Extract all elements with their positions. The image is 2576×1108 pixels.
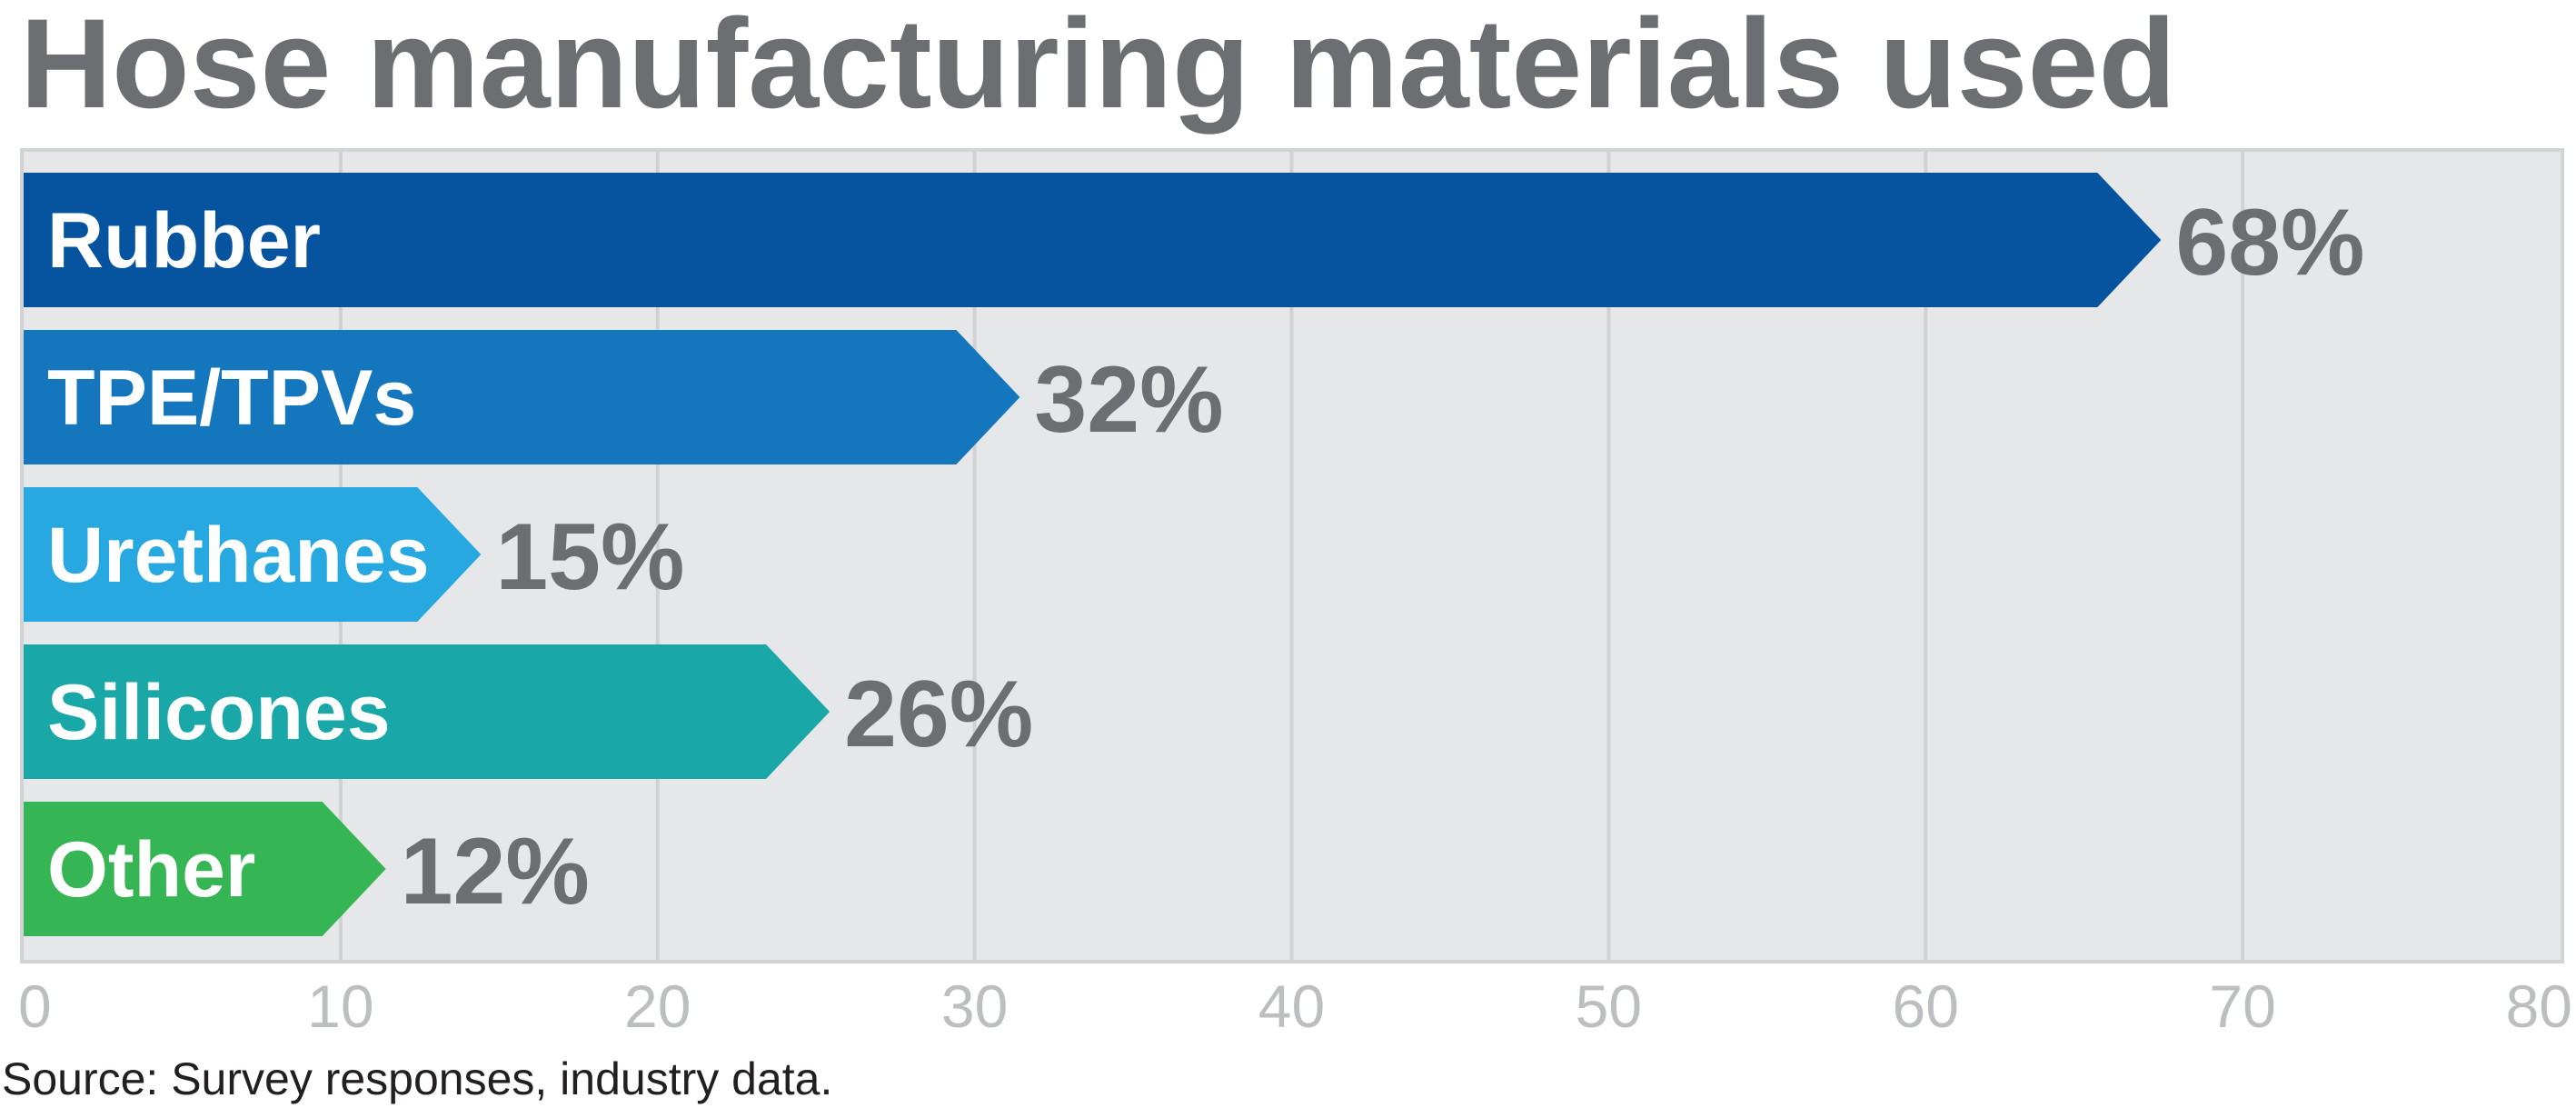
x-tick-label-10: 10 xyxy=(307,973,373,1040)
x-tick-label-80: 80 xyxy=(2506,973,2572,1040)
x-axis-ticks: 0 10 20 30 40 50 60 70 80 xyxy=(18,973,2572,1040)
bars: Rubber 68% TPE/TPVs 32% Urethanes 15% Silicone… xyxy=(24,173,2365,936)
bar-value-label: 68% xyxy=(2175,190,2364,295)
x-tick-label-40: 40 xyxy=(1258,973,1325,1040)
source-note: Source: Survey responses, industry data. xyxy=(2,1053,832,1104)
bar-category-label: TPE/TPVs xyxy=(47,354,416,442)
bar-category-label: Urethanes xyxy=(47,512,430,599)
x-tick-label-0: 0 xyxy=(18,973,52,1040)
bar-value-label: 12% xyxy=(401,819,590,924)
bar-silicones xyxy=(24,644,830,779)
bar-tpe-tpvs xyxy=(24,330,1020,464)
x-tick-label-70: 70 xyxy=(2209,973,2275,1040)
bar-value-label: 26% xyxy=(844,662,1033,767)
bar-category-label: Silicones xyxy=(47,669,391,756)
x-tick-label-30: 30 xyxy=(941,973,1008,1040)
bar-other xyxy=(24,802,386,936)
bar-value-label: 32% xyxy=(1034,347,1223,453)
bar-urethanes xyxy=(24,487,482,622)
x-tick-label-20: 20 xyxy=(624,973,691,1040)
x-tick-label-60: 60 xyxy=(1893,973,1959,1040)
bar-category-label: Rubber xyxy=(47,197,321,284)
bar-category-label: Other xyxy=(47,826,255,913)
bar-rubber xyxy=(24,173,2162,307)
bar-value-label: 15% xyxy=(495,504,684,610)
x-tick-label-50: 50 xyxy=(1576,973,1642,1040)
chart-title: Hose manufacturing materials used xyxy=(20,0,2176,135)
